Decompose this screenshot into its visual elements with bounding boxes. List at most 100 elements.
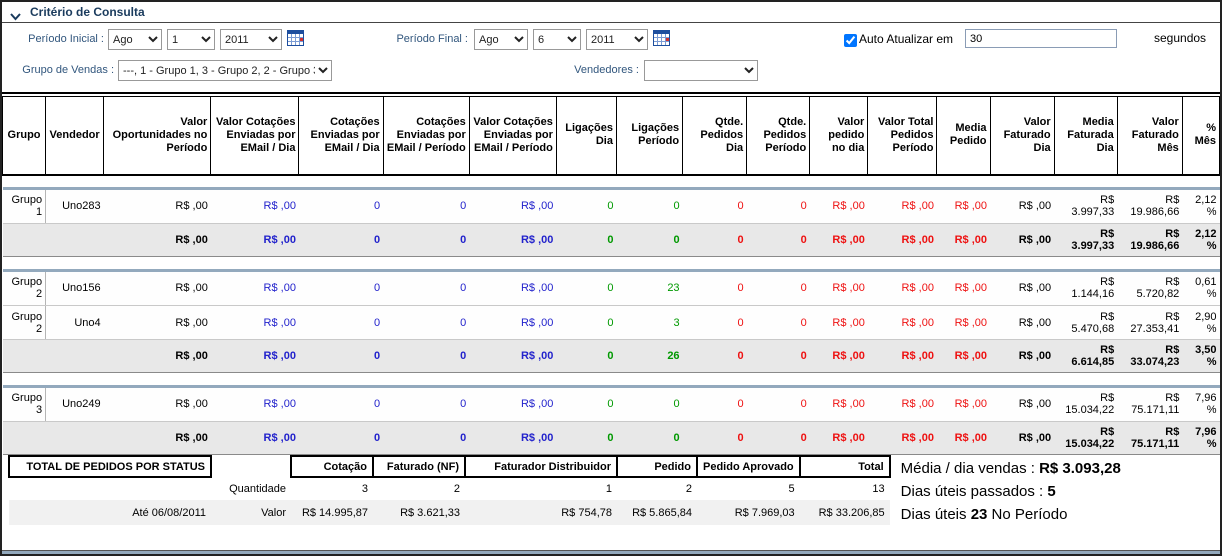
subtotal-cell: R$ 6.614,85: [1054, 340, 1117, 373]
vendedor-cell: Uno4: [46, 306, 104, 340]
table-cell: R$ ,00: [211, 306, 299, 340]
periodo-final-year-select[interactable]: 2011: [586, 29, 648, 50]
table-cell: R$ ,00: [469, 272, 556, 306]
status-value-cell: R$ 3.621,33: [373, 500, 465, 525]
column-header: Cotações Enviadas por EMail / Período: [383, 97, 469, 175]
subtotal-cell: 26: [616, 340, 682, 373]
table-cell: 0: [683, 190, 747, 224]
table-cell: 0: [556, 272, 616, 306]
subtotal-cell: R$ ,00: [104, 224, 211, 257]
vendedor-cell: Uno283: [46, 190, 104, 224]
periodo-inicial-month-select[interactable]: Ago: [108, 29, 162, 50]
column-header: Media Faturada Dia: [1054, 97, 1117, 175]
subtotal-cell: R$ ,00: [990, 422, 1054, 455]
table-cell: 0: [556, 388, 616, 422]
periodo-final-day-select[interactable]: 6: [533, 29, 581, 50]
subtotal-cell: R$ ,00: [990, 340, 1054, 373]
table-cell: 0: [747, 272, 810, 306]
table-cell: 2,12 %: [1182, 190, 1219, 224]
table-row: Grupo 2Uno156R$ ,00R$ ,0000R$ ,0002300R$…: [3, 272, 1220, 306]
status-value-cell: R$ 14.995,87: [291, 500, 373, 525]
vendedor-cell: [46, 224, 104, 257]
subtotal-cell: 0: [383, 224, 469, 257]
subtotal-cell: 0: [556, 340, 616, 373]
calendar-icon[interactable]: [287, 30, 306, 48]
periodo-inicial-label: Período Inicial :: [22, 33, 104, 45]
table-cell: 0: [747, 190, 810, 224]
report-area: GrupoVendedorValor Oportunidades no Perí…: [2, 92, 1220, 526]
subtotal-cell: R$ ,00: [104, 422, 211, 455]
status-column-header: Pedido Aprovado: [697, 456, 800, 477]
subtotal-cell: 0: [747, 340, 810, 373]
status-value-cell: 2: [373, 477, 465, 500]
status-spacer-cell: [211, 456, 291, 477]
spacer-row: [3, 373, 1220, 385]
subtotal-row: R$ ,00R$ ,0000R$ ,000000R$ ,00R$ ,00R$ ,…: [3, 224, 1220, 257]
bottom-band: [2, 550, 1220, 554]
status-date-cell: [9, 477, 211, 500]
table-row: Grupo 1Uno283R$ ,00R$ ,0000R$ ,000000R$ …: [3, 190, 1220, 224]
column-header: Ligações Dia: [556, 97, 616, 175]
table-cell: R$ ,00: [937, 388, 990, 422]
subtotal-row: R$ ,00R$ ,0000R$ ,000000R$ ,00R$ ,00R$ ,…: [3, 422, 1220, 455]
subtotal-cell: 0: [299, 422, 383, 455]
spacer-cell: [3, 257, 1220, 269]
subtotal-cell: 0: [683, 422, 747, 455]
table-cell: R$ 3.997,33: [1054, 190, 1117, 224]
column-header: Vendedor: [46, 97, 104, 175]
spacer-row: [3, 175, 1220, 187]
status-row: Até 06/08/2011ValorR$ 14.995,87R$ 3.621,…: [9, 500, 890, 525]
segundos-label: segundos: [1154, 31, 1206, 45]
auto-atualizar-seconds-input[interactable]: [965, 29, 1117, 48]
table-cell: R$ ,00: [469, 306, 556, 340]
column-header: Media Pedido: [937, 97, 990, 175]
summary-line: Dias úteis passados : 5: [901, 480, 1121, 503]
calendar-icon[interactable]: [653, 30, 672, 48]
table-cell: R$ 1.144,16: [1054, 272, 1117, 306]
status-value-cell: 5: [697, 477, 800, 500]
status-date-cell: Até 06/08/2011: [9, 500, 211, 525]
status-value-cell: R$ 754,78: [465, 500, 617, 525]
table-cell: 0: [299, 388, 383, 422]
subtotal-cell: R$ 75.171,11: [1117, 422, 1182, 455]
subtotal-cell: 0: [683, 224, 747, 257]
table-cell: R$ ,00: [937, 190, 990, 224]
subtotal-cell: R$ 3.997,33: [1054, 224, 1117, 257]
subtotal-cell: R$ 19.986,66: [1117, 224, 1182, 257]
grupo-vendas-select[interactable]: ---, 1 - Grupo 1, 3 - Grupo 2, 2 - Grupo…: [118, 60, 332, 81]
report-screen: Critério de Consulta Período Inicial : A…: [0, 0, 1222, 556]
spacer-row: [3, 257, 1220, 269]
subtotal-cell: 0: [683, 340, 747, 373]
subtotal-cell: 0: [616, 422, 682, 455]
status-row-label: Valor: [211, 500, 291, 525]
group-cell: [3, 422, 46, 455]
subtotal-cell: R$ ,00: [937, 422, 990, 455]
column-header: Valor Cotações Enviadas por EMail / Perí…: [469, 97, 556, 175]
table-cell: 0,61 %: [1182, 272, 1219, 306]
table-cell: 7,96 %: [1182, 388, 1219, 422]
table-cell: R$ ,00: [990, 272, 1054, 306]
subtotal-cell: R$ ,00: [868, 422, 937, 455]
table-cell: R$ ,00: [104, 272, 211, 306]
vendedores-select[interactable]: [644, 60, 758, 81]
subtotal-cell: R$ ,00: [868, 224, 937, 257]
subtotal-cell: 0: [299, 224, 383, 257]
table-cell: R$ ,00: [810, 306, 868, 340]
status-column-header: Faturador Distribuidor: [465, 456, 617, 477]
subtotal-cell: R$ ,00: [469, 224, 556, 257]
table-cell: 0: [299, 190, 383, 224]
table-cell: R$ 75.171,11: [1117, 388, 1182, 422]
periodo-inicial-day-select[interactable]: 1: [167, 29, 215, 50]
status-column-header: Faturado (NF): [373, 456, 465, 477]
table-cell: R$ ,00: [937, 306, 990, 340]
periodo-final-month-select[interactable]: Ago: [474, 29, 528, 50]
vendedor-cell: Uno249: [46, 388, 104, 422]
panel-title: Critério de Consulta: [30, 5, 145, 19]
auto-atualizar-checkbox[interactable]: [844, 34, 857, 47]
collapse-chevron-icon[interactable]: [10, 8, 21, 26]
vendedor-cell: Uno156: [46, 272, 104, 306]
table-cell: R$ ,00: [810, 388, 868, 422]
status-totals-table: TOTAL DE PEDIDOS POR STATUSCotaçãoFatura…: [8, 455, 891, 525]
column-header: Qtde. Pedidos Dia: [683, 97, 747, 175]
periodo-inicial-year-select[interactable]: 2011: [220, 29, 282, 50]
